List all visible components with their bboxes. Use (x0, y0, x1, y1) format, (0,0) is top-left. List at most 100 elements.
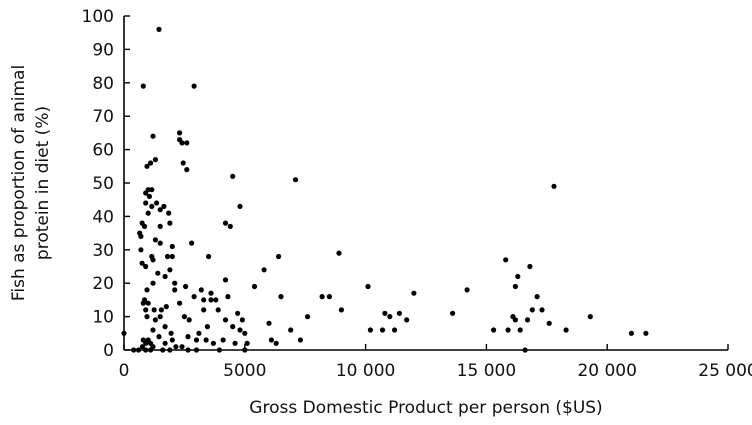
scatter-point (143, 307, 149, 313)
scatter-point (157, 207, 163, 213)
scatter-point (163, 304, 169, 310)
points-layer (121, 26, 649, 353)
scatter-point (172, 280, 178, 286)
scatter-point (515, 273, 521, 280)
scatter-point (141, 297, 148, 303)
scatter-point (191, 83, 197, 89)
scatter-point (150, 344, 156, 350)
scatter-point (150, 257, 156, 263)
y-axis-title-line-2: protein in diet (%) (33, 106, 53, 260)
scatter-point (198, 287, 204, 293)
scatter-point (177, 130, 183, 136)
scatter-point (539, 307, 545, 313)
scatter-point (138, 233, 144, 239)
scatter-point (404, 317, 410, 323)
scatter-point (145, 187, 151, 193)
scatter-point (546, 320, 552, 326)
scatter-point (230, 324, 236, 330)
scatter-point (191, 294, 197, 300)
scatter-point (208, 297, 214, 303)
scatter-point (387, 314, 393, 320)
scatter-point (193, 337, 200, 343)
scatter-point (148, 160, 154, 166)
scatter-point (157, 223, 163, 229)
scatter-point (563, 327, 569, 333)
scatter-point (161, 203, 167, 209)
scatter-point (139, 344, 145, 350)
ticks-layer: 0 10 20 30 40 50 60 70 80 90 100 0 5000 10 000 15 000 2… (82, 7, 752, 381)
scatter-point (141, 223, 148, 229)
scatter-point (382, 310, 388, 316)
y-axis-title-line-1: Fish as proportion of animal (9, 65, 29, 301)
scatter-point (169, 243, 175, 250)
scatter-point (140, 83, 146, 89)
scatter-point (169, 253, 175, 260)
scatter-point (237, 203, 243, 209)
scatter-point (196, 330, 202, 336)
scatter-point (151, 307, 157, 313)
scatter-point (156, 334, 162, 340)
scatter-point (210, 340, 216, 346)
scatter-point (167, 267, 173, 273)
scatter-point (237, 327, 243, 333)
scatter-point (164, 253, 171, 260)
y-tick-label: 10 (92, 308, 114, 328)
scatter-point (305, 314, 311, 320)
scatter-point (139, 260, 145, 266)
scatter-point (396, 310, 402, 316)
scatter-point (184, 167, 190, 173)
scatter-point (157, 240, 163, 246)
y-tick-label: 100 (82, 7, 114, 27)
x-tick-label: 0 (119, 361, 130, 381)
scatter-point (150, 327, 156, 333)
scatter-point (189, 240, 195, 246)
scatter-point (273, 340, 279, 346)
scatter-point (144, 314, 150, 320)
scatter-point (179, 140, 185, 146)
y-axis-title: Fish as proportion of animal protein in … (9, 65, 53, 301)
scatter-point (643, 330, 649, 336)
scatter-point (166, 210, 172, 216)
x-tick-label: 10 000 (336, 361, 395, 381)
scatter-point (145, 300, 151, 306)
scatter-point (177, 300, 183, 306)
scatter-point (146, 193, 152, 199)
scatter-point (173, 344, 179, 350)
scatter-point (230, 173, 236, 179)
scatter-point (491, 327, 497, 333)
scatter-point (261, 267, 267, 273)
scatter-point (201, 307, 207, 313)
scatter-point (268, 337, 274, 343)
scatter-point (527, 263, 533, 270)
scatter-point (162, 324, 168, 330)
x-tick-label: 5000 (223, 361, 266, 381)
y-tick-label: 70 (92, 107, 114, 127)
scatter-point (172, 287, 178, 293)
scatter-point (524, 317, 531, 323)
scatter-point (201, 297, 207, 303)
scatter-point (185, 334, 191, 340)
y-tick-label: 90 (92, 40, 114, 60)
scatter-point (138, 247, 144, 253)
scatter-point (503, 257, 509, 263)
scatter-point (551, 183, 557, 189)
scatter-point (155, 270, 161, 276)
scatter-point (365, 283, 371, 290)
scatter-point (222, 220, 229, 226)
scatter-point (179, 344, 185, 350)
scatter-point (319, 294, 325, 300)
y-tick-label: 30 (92, 241, 114, 261)
scatter-point (505, 327, 511, 333)
scatter-point (204, 324, 210, 330)
y-tick-label: 0 (103, 341, 114, 361)
scatter-point (512, 283, 519, 290)
scatter-point (206, 253, 212, 260)
scatter-point (180, 160, 186, 166)
scatter-point (517, 327, 523, 333)
scatter-point (464, 287, 470, 293)
scatter-point (208, 290, 214, 296)
scatter-point (154, 200, 160, 206)
scatter-point (150, 133, 156, 139)
scatter-point (534, 294, 540, 300)
